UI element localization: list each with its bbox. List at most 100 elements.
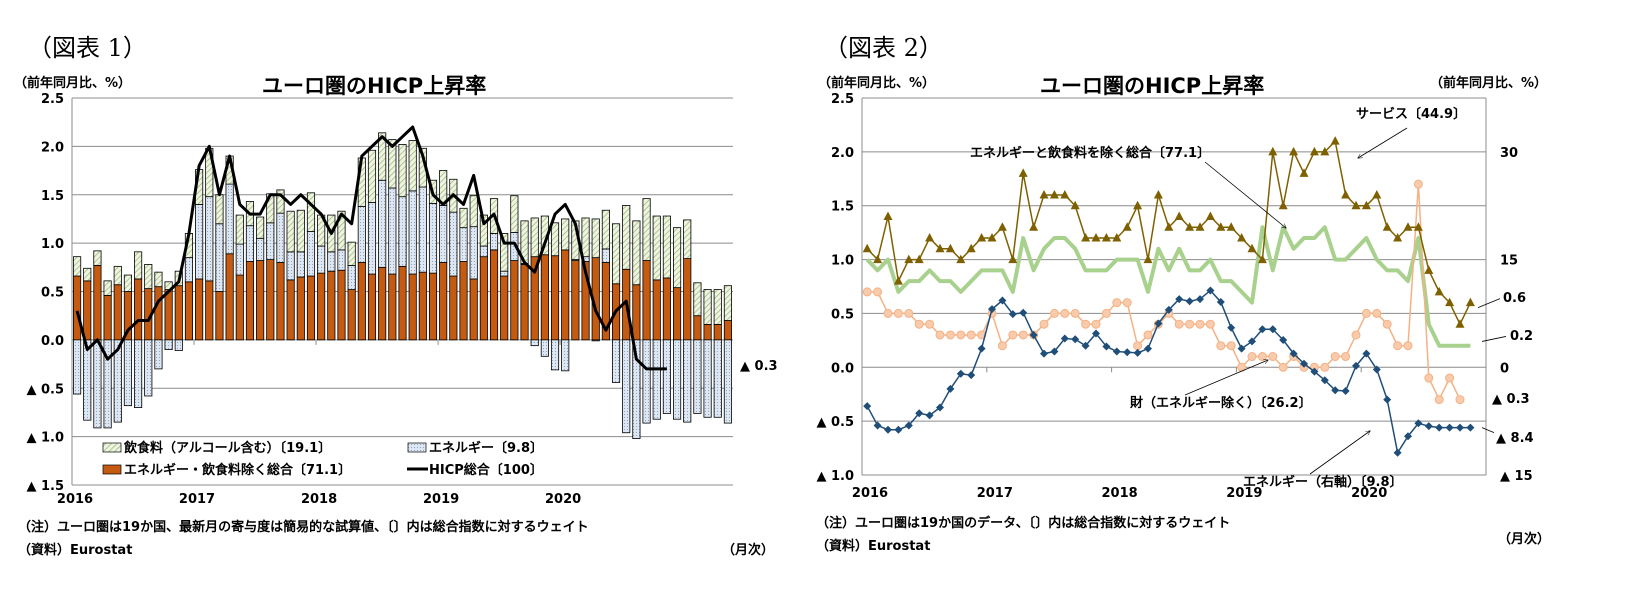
y-tick-label: 0.5	[41, 286, 64, 301]
bar-energy	[235, 243, 244, 276]
bar-food	[673, 227, 682, 289]
bar-food	[703, 289, 712, 325]
point-services	[935, 243, 945, 253]
bar-food	[276, 189, 285, 214]
point-energy	[1019, 308, 1028, 317]
point-services	[873, 254, 883, 264]
point-goods	[1049, 308, 1059, 318]
point-energy	[1050, 347, 1059, 356]
bar-core	[540, 254, 549, 341]
point-energy	[1060, 334, 1069, 343]
y-right-tick-label: 0	[1500, 361, 1509, 376]
bar-core	[510, 260, 519, 341]
point-goods	[1455, 395, 1465, 405]
point-energy	[873, 421, 882, 430]
point-energy	[936, 403, 944, 412]
bar-energy	[642, 339, 651, 424]
bar-food	[388, 139, 397, 189]
point-services	[945, 243, 955, 253]
end-label-services: 0.6	[1503, 291, 1526, 306]
point-goods	[1393, 341, 1403, 351]
point-services	[914, 254, 924, 264]
point-goods	[1424, 373, 1434, 383]
point-services	[1153, 189, 1163, 199]
bar-core	[174, 285, 183, 341]
point-services	[862, 243, 872, 253]
bar-core	[449, 275, 458, 341]
bar-energy	[561, 339, 570, 372]
bar-energy	[723, 339, 732, 424]
x-tick-label: 2016	[57, 492, 93, 507]
point-energy	[1071, 335, 1080, 344]
bar-energy	[378, 179, 387, 268]
y-right-tick-label: 30	[1500, 146, 1518, 161]
bar-energy	[713, 339, 722, 418]
bar-core	[337, 269, 346, 341]
x-tick-label: 2017	[179, 492, 215, 507]
point-energy	[1310, 367, 1319, 376]
bar-food	[723, 285, 732, 321]
figure-2-title: ユーロ圏のHICP上昇率	[1040, 74, 1265, 98]
end-label-goods: ▲ 0.3	[1492, 392, 1530, 407]
figure-2-x-unit: （月次）	[1498, 532, 1551, 547]
point-services	[1101, 233, 1111, 242]
point-services	[987, 233, 997, 242]
legend-swatch-energy	[407, 442, 427, 453]
annotation-goods-arrow	[1184, 360, 1268, 396]
y-tick-label: 1.0	[831, 254, 854, 269]
figure-1-label: （図表 1）	[28, 34, 147, 62]
point-services	[893, 276, 903, 285]
bar-food	[469, 195, 478, 228]
point-energy	[1362, 349, 1371, 358]
bar-energy	[622, 339, 631, 434]
point-services	[1216, 222, 1226, 231]
point-energy	[1456, 423, 1464, 432]
point-goods	[1185, 319, 1195, 329]
y-right-tick-label: ▲ 15	[1500, 469, 1533, 484]
y-tick-label: 1.5	[831, 200, 854, 215]
point-energy	[1216, 297, 1225, 306]
point-energy	[1237, 344, 1246, 353]
bar-food	[713, 289, 722, 325]
point-energy	[894, 425, 903, 434]
bar-core	[561, 249, 570, 341]
bar-energy	[205, 196, 214, 282]
bar-energy	[388, 187, 397, 275]
point-goods	[1382, 319, 1392, 329]
point-goods	[883, 308, 893, 318]
y-tick-label: 0.0	[831, 361, 854, 376]
point-services	[1143, 254, 1153, 264]
bar-food	[73, 256, 82, 277]
bar-energy	[296, 251, 305, 278]
bar-energy	[683, 339, 692, 423]
hicp-line	[75, 125, 667, 371]
point-services	[1299, 168, 1309, 177]
bar-energy	[652, 339, 661, 420]
x-tick-label: 2019	[1226, 486, 1262, 501]
point-energy	[1112, 347, 1121, 356]
point-energy	[1081, 341, 1090, 350]
bar-core	[215, 291, 224, 341]
bar-food	[134, 251, 143, 280]
bar-energy	[591, 339, 600, 342]
bar-core	[164, 289, 173, 341]
point-energy	[977, 344, 986, 353]
y-tick-label: 1.0	[41, 237, 64, 252]
bar-energy	[367, 202, 377, 275]
bar-energy	[195, 204, 204, 280]
point-energy	[1268, 325, 1277, 334]
bar-energy	[530, 339, 539, 347]
point-services	[1445, 297, 1455, 307]
point-goods	[1341, 352, 1351, 362]
bar-energy	[601, 248, 610, 263]
bar-energy	[398, 196, 407, 267]
annotation-energy: エネルギー（右軸）〔9.8〕	[1243, 474, 1403, 490]
point-services	[1434, 286, 1444, 296]
figure-1-x-unit: （月次）	[722, 543, 775, 558]
point-energy	[1258, 325, 1267, 334]
bar-food	[347, 241, 356, 266]
bar-core	[388, 273, 397, 341]
bar-energy	[144, 339, 153, 397]
point-energy	[1289, 349, 1298, 358]
x-tick-label: 2018	[1102, 486, 1138, 501]
